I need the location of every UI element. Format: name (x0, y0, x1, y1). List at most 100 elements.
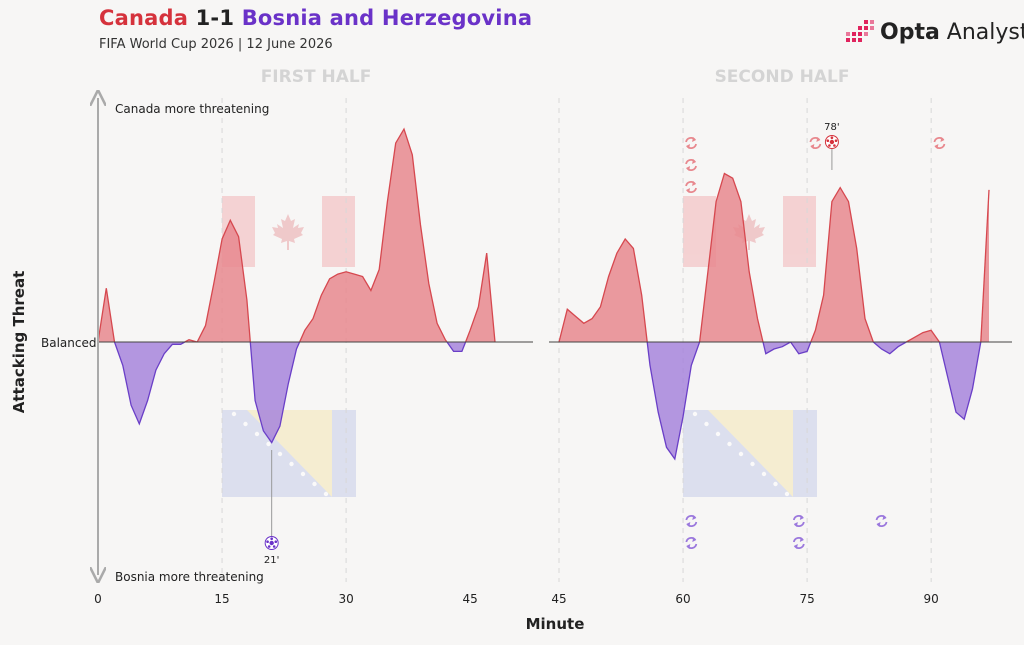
canada-threat-area (197, 220, 251, 342)
canada-threat-area (699, 173, 763, 342)
away-team-name: Bosnia and Herzegovina (241, 6, 533, 30)
threat-point (147, 400, 148, 401)
bosnia-threat-line (790, 341, 812, 355)
threat-point (955, 412, 956, 413)
second-half-title: SECOND HALF (715, 67, 850, 87)
bosnia-threat-line (113, 341, 186, 426)
threat-point (387, 201, 388, 202)
substitution-icon (685, 136, 697, 150)
canada-flag-watermark (222, 196, 355, 267)
threat-point (379, 269, 380, 270)
x-tick-label: 60 (675, 592, 690, 606)
threat-areas-layer (97, 127, 990, 461)
threat-point (420, 224, 421, 225)
threat-point (807, 351, 808, 352)
substitution-icon (809, 136, 822, 150)
threat-point (616, 252, 617, 253)
x-tick-label: 15 (214, 592, 229, 606)
threat-point (567, 309, 568, 310)
threat-point (773, 348, 774, 349)
canada-threat-line (698, 172, 764, 343)
threat-point (972, 388, 973, 389)
threat-point (312, 318, 313, 319)
substitution-icon (792, 536, 805, 550)
canada-threat-area (299, 129, 447, 342)
flag-background-layer (222, 196, 817, 497)
football-icon (824, 135, 839, 149)
bosnia-threat-area (939, 342, 981, 420)
threat-point (478, 306, 479, 307)
threat-point (575, 316, 576, 317)
threat-point (682, 416, 683, 417)
threat-point (436, 323, 437, 324)
bosnia-threat-area (790, 342, 811, 354)
bosnia-threat-area (250, 342, 300, 443)
x-tick-label: 30 (338, 592, 353, 606)
threat-point (155, 369, 156, 370)
threat-point (164, 353, 165, 354)
threat-point (864, 318, 865, 319)
threat-point (674, 458, 675, 459)
substitution-icon (685, 180, 697, 194)
threat-point (321, 295, 322, 296)
football-icon (264, 536, 279, 550)
first-half-title: FIRST HALF (261, 67, 372, 87)
threat-point (213, 283, 214, 284)
chart-subtitle: FIFA World Cup 2026 | 12 June 2026 (99, 37, 333, 52)
threat-point (370, 290, 371, 291)
threat-point (453, 351, 454, 352)
opta-analyst-logo: Opta Analyst (846, 18, 1024, 46)
canada-threat-area (559, 239, 648, 342)
threat-point (221, 238, 222, 239)
threat-point (122, 365, 123, 366)
x-tick-labels: 0 15 30 45 45 60 75 90 (94, 592, 939, 606)
threat-point (180, 344, 181, 345)
threat-point (461, 351, 462, 352)
bosnia-threat-line (646, 341, 701, 461)
threat-point (881, 348, 882, 349)
threat-point (765, 353, 766, 354)
substitution-icon (685, 158, 697, 172)
threat-point (716, 201, 717, 202)
threat-point (889, 353, 890, 354)
threat-point (856, 248, 857, 249)
substitution-icon (685, 536, 698, 550)
bosnia-threat-line (762, 341, 791, 355)
threat-point (337, 274, 338, 275)
match-score: 1-1 (195, 6, 235, 30)
threat-point (988, 189, 989, 190)
substitution-icon (933, 136, 946, 150)
bosnia-threat-area (647, 342, 700, 459)
threat-point (296, 348, 297, 349)
threat-point (205, 325, 206, 326)
threat-point (740, 201, 741, 202)
canada-threat-line (464, 253, 496, 343)
threat-point (271, 442, 272, 443)
threat-point (749, 271, 750, 272)
threat-point (362, 276, 363, 277)
chart-title: Canada 1-1 Bosnia and Herzegovina (99, 6, 532, 30)
x-axis-title: Minute (526, 615, 585, 633)
threat-point (914, 337, 915, 338)
bosnia-threat-line (872, 341, 907, 355)
threat-point (329, 278, 330, 279)
threat-point (230, 220, 231, 221)
threat-point (403, 128, 404, 129)
y-bottom-label: Bosnia more threatening (115, 570, 264, 584)
threat-point (964, 419, 965, 420)
threat-point (130, 405, 131, 406)
threat-point (608, 276, 609, 277)
threat-point (395, 143, 396, 144)
y-mid-label: Balanced (41, 336, 96, 350)
threat-point (649, 365, 650, 366)
home-team-name: Canada (99, 6, 189, 30)
threat-point (707, 271, 708, 272)
canada-threat-area (98, 288, 115, 342)
threat-point (815, 330, 816, 331)
canada-threat-line (558, 237, 648, 343)
threat-point (346, 271, 347, 272)
canada-threat-line (196, 218, 251, 343)
canada-threat-line (184, 339, 198, 343)
threat-point (428, 283, 429, 284)
